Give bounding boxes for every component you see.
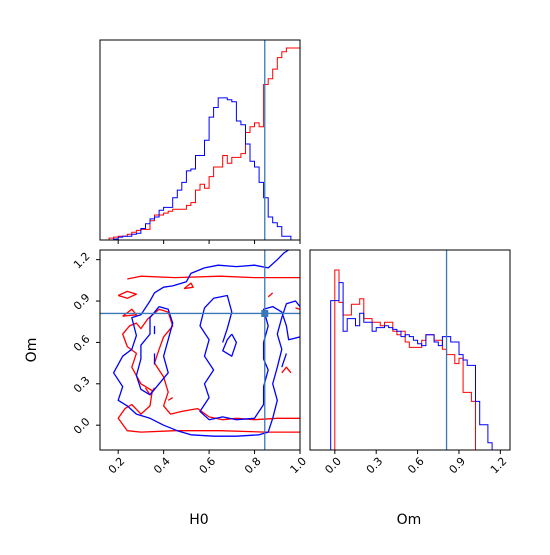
- contour-y-tick-label: 1.2: [71, 250, 93, 272]
- contour-red-path: [267, 292, 274, 298]
- truth-marker: [261, 309, 269, 317]
- y-axis-label-om: Om: [24, 338, 40, 363]
- contour-red-path: [281, 366, 292, 374]
- hist-h0-plot-area: [100, 47, 300, 240]
- contour-y-tick-label: 0.3: [71, 374, 93, 396]
- contour-red-path: [167, 397, 174, 401]
- contour-x-tick-label: 0.8: [242, 455, 264, 477]
- contour-frame: [99, 249, 301, 451]
- contour-red-path: [127, 275, 300, 280]
- contour-red-path: [122, 308, 138, 317]
- x-axis-label-om: Om: [397, 512, 422, 528]
- contour-blue-path: [135, 305, 174, 396]
- contour-x-tick-label: 0.6: [197, 455, 219, 477]
- contour-blue-path: [281, 353, 288, 368]
- x-axis-label-h0: H0: [189, 512, 208, 528]
- contour-blue-path: [199, 294, 300, 421]
- contour-x-tick-label: 0.4: [151, 455, 173, 477]
- hist-om-x-tick-label: 0.9: [447, 455, 469, 477]
- hist-h0-panel: [99, 39, 301, 244]
- contour-blue-path: [112, 267, 300, 437]
- contour-panel: 0.2 0.4 0.6 0.8 1.0 0.0 0.3 0.6 0.9 1.2: [71, 249, 310, 477]
- contour-red-path: [117, 290, 138, 299]
- contour-y-tick-label: 0.9: [71, 291, 93, 313]
- contour-y-tick-label: 0.0: [71, 415, 93, 437]
- hist-h0-red-series: [100, 47, 300, 240]
- contour-blue-path: [204, 250, 289, 269]
- hist-om-x-tick-label: 0.6: [405, 455, 427, 477]
- contour-red-path: [183, 282, 194, 290]
- hist-h0-frame: [99, 39, 301, 241]
- hist-om-x-tick-label: 0.3: [364, 455, 386, 477]
- hist-om-frame: [309, 249, 511, 451]
- hist-om-blue-series: [322, 282, 497, 450]
- hist-h0-blue-series: [100, 97, 300, 240]
- hist-om-plot-area: [322, 269, 497, 450]
- hist-om-x-tick-label: 1.2: [488, 455, 510, 477]
- contour-x-tick-label: 1.0: [288, 455, 310, 477]
- contour-blue-path: [222, 333, 238, 357]
- contour-y-tick-label: 0.6: [71, 333, 93, 355]
- contour-x-tick-label: 0.2: [106, 455, 128, 477]
- contour-red-path: [117, 308, 300, 433]
- contour-red-path: [295, 307, 300, 310]
- contour-plot-area: [112, 250, 300, 437]
- hist-om-panel: 0.0 0.3 0.6 0.9 1.2: [309, 249, 511, 477]
- hist-om-x-tick-label: 0.0: [322, 455, 344, 477]
- hist-om-red-series: [322, 269, 497, 450]
